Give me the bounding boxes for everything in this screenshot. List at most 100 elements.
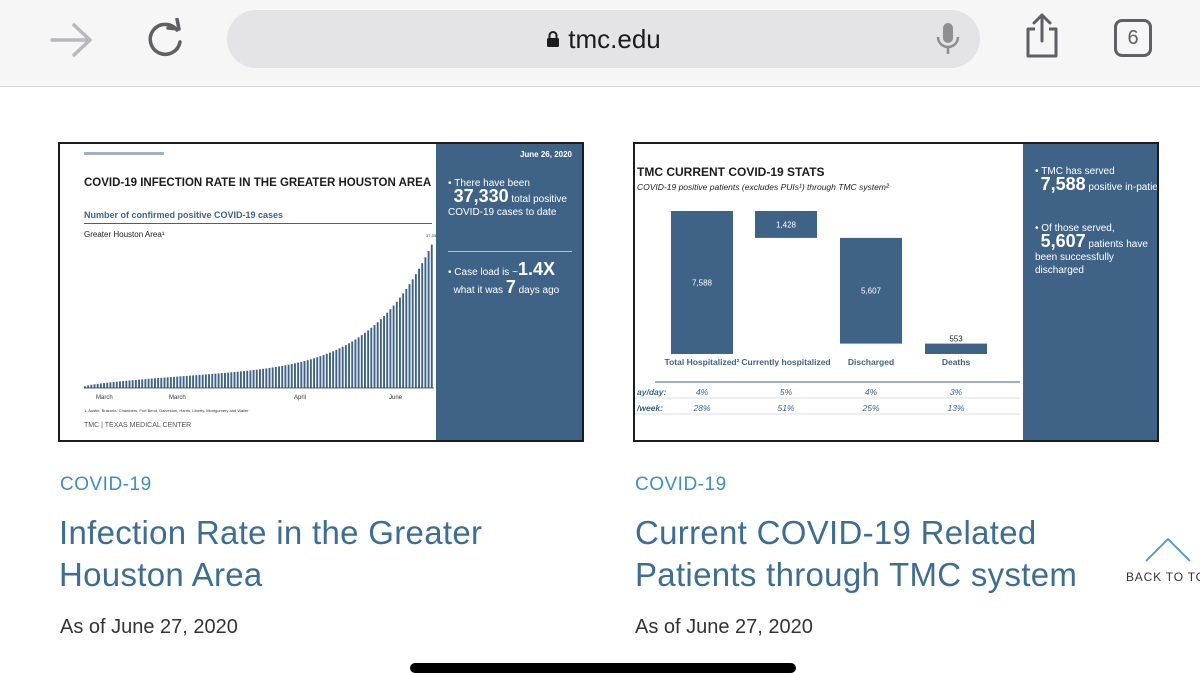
tmc-stats-slide-image[interactable]: TMC CURRENT COVID-19 STATS COVID-19 posi… — [633, 142, 1159, 442]
case-bar — [322, 355, 325, 388]
case-bar — [208, 374, 210, 388]
forward-arrow-icon[interactable] — [50, 22, 94, 58]
chart-peak-label: 37,330 — [426, 233, 439, 238]
slide-footer-logo: TMC | TEXAS MEDICAL CENTER — [84, 422, 192, 429]
case-bar — [249, 370, 252, 388]
case-bar — [233, 371, 236, 388]
case-bar — [319, 356, 322, 388]
case-bar — [284, 365, 287, 388]
case-bar — [287, 364, 290, 388]
infection-rate-slide-image[interactable]: COVID-19 INFECTION RATE IN THE GREATER H… — [58, 142, 584, 442]
case-bar — [84, 386, 86, 388]
case-bar — [389, 309, 392, 388]
reload-icon[interactable] — [144, 18, 186, 60]
case-bar — [262, 368, 265, 388]
case-bar — [128, 380, 131, 388]
case-bar — [138, 379, 140, 388]
case-bar — [313, 358, 315, 388]
week-change-value: 28% — [693, 403, 711, 413]
case-bar — [189, 375, 191, 388]
case-bar — [354, 339, 357, 388]
case-bar — [119, 381, 121, 388]
back-to-top-link[interactable]: BACK TO TO — [1126, 570, 1200, 584]
tabs-count-button[interactable]: 6 — [1114, 19, 1152, 57]
chart-subtitle: Number of confirmed positive COVID-19 ca… — [84, 210, 284, 220]
slide-subheading: COVID-19 positive patients (excludes PUI… — [637, 182, 889, 192]
sidebar-bullet-1: • There have been 37,330 total positive … — [448, 178, 567, 218]
stat-bar — [840, 237, 902, 344]
x-tick-label: April — [294, 395, 307, 401]
case-bar — [154, 378, 156, 388]
case-bar — [418, 268, 420, 388]
case-bar — [360, 335, 363, 388]
case-bar — [252, 370, 255, 388]
case-bar — [338, 348, 341, 388]
case-bar — [351, 341, 354, 388]
x-tick-label: June — [389, 395, 403, 401]
case-bar — [386, 312, 389, 388]
case-bar — [141, 379, 144, 388]
case-bar — [106, 382, 109, 388]
case-bar — [392, 305, 395, 388]
card-title-link[interactable]: Infection Rate in the Greater Houston Ar… — [59, 514, 483, 593]
case-bar — [408, 284, 411, 388]
stat-value-label: 5,607 — [861, 287, 882, 296]
week-change-value: 25% — [862, 403, 880, 413]
case-bar — [144, 379, 147, 388]
sidebar-bullet-1: • TMC has served 7,588 positive in-patie… — [1035, 166, 1158, 194]
case-bar — [281, 365, 284, 388]
case-bar — [125, 380, 128, 388]
case-bar — [294, 363, 296, 388]
case-bar — [297, 362, 300, 388]
case-bar — [169, 377, 172, 388]
home-indicator[interactable] — [410, 663, 796, 673]
case-bar — [255, 369, 258, 388]
case-bar — [306, 360, 309, 388]
case-bar — [367, 330, 370, 388]
case-bar — [224, 372, 226, 388]
sidebar-bullet-2: • Of those served, 5,607 patients have b… — [1035, 223, 1148, 276]
case-bar — [201, 374, 204, 388]
case-bar — [373, 325, 376, 388]
chart-region-label: Greater Houston Area¹ — [84, 230, 165, 239]
case-bar — [214, 373, 217, 388]
x-tick-label: March — [96, 395, 113, 401]
infection-bar-chart — [84, 244, 434, 389]
card-title-link[interactable]: Current COVID-19 Related Patients throug… — [635, 514, 1078, 593]
share-icon[interactable] — [1024, 12, 1060, 60]
case-bar — [131, 380, 134, 388]
day-change-value: 5% — [779, 387, 793, 397]
case-bar — [182, 376, 185, 388]
case-bar — [427, 251, 430, 388]
category-label: Currently hospitalized — [741, 357, 831, 367]
case-bar — [220, 373, 223, 388]
stat-value-label: 1,428 — [776, 221, 797, 230]
case-bar — [198, 374, 201, 388]
chart-subtitle-underline — [84, 223, 432, 224]
card-category[interactable]: COVID-19 — [635, 474, 727, 495]
address-bar[interactable]: tmc.edu — [227, 10, 980, 68]
category-label: Deaths — [941, 357, 971, 367]
case-bar — [399, 297, 401, 388]
sidebar-bullet-2: • Case load is ~1.4X what it was 7 days … — [448, 259, 560, 297]
case-bar — [383, 316, 385, 388]
stat-bar — [671, 211, 733, 354]
category-label: Total Hospitalized² — [664, 357, 740, 367]
case-bar — [414, 274, 417, 388]
category-label: Discharged — [847, 357, 895, 367]
case-bar — [309, 359, 312, 388]
microphone-icon[interactable] — [935, 22, 961, 56]
case-bar — [290, 364, 293, 388]
case-bar — [122, 381, 125, 388]
case-bar — [424, 257, 427, 388]
slide-heading: COVID-19 INFECTION RATE IN THE GREATER H… — [84, 177, 432, 189]
case-bar — [109, 382, 112, 388]
card-date: As of June 27, 2020 — [635, 616, 813, 638]
case-bar — [195, 375, 198, 388]
case-bar — [278, 366, 280, 388]
card-category[interactable]: COVID-19 — [60, 474, 152, 495]
case-bar — [204, 374, 207, 388]
case-bar — [211, 373, 214, 388]
case-bar — [227, 372, 230, 388]
chevron-up-icon[interactable] — [1144, 537, 1192, 563]
